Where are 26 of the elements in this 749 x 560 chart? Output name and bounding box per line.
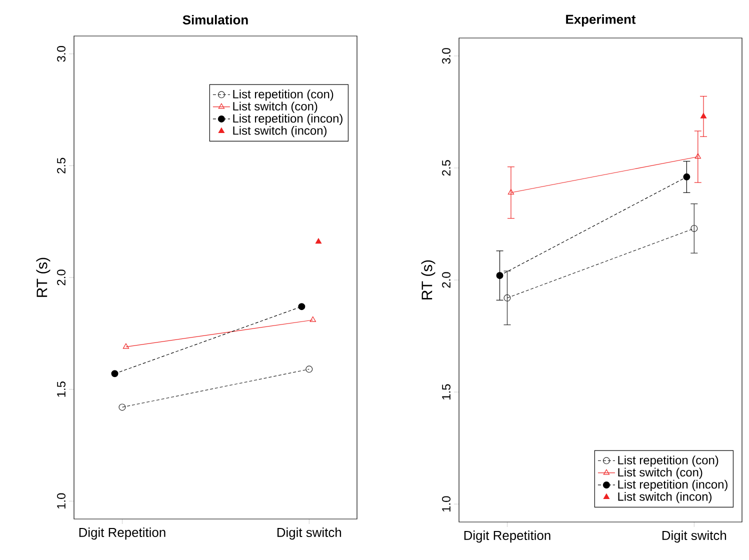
legend-label: List repetition (con) [618,456,718,467]
y-tick-label: 2.0 [442,272,450,288]
legend-label: List switch (incon) [618,492,712,504]
y-tick-label: 2.0 [57,270,66,286]
y-axis-title: RT (s) [421,260,436,300]
legend-label: List repetition (incon) [233,114,342,126]
y-tick-label: 3.0 [57,46,66,62]
legend-label: List repetition (con) [233,90,334,101]
legend-label: List switch (con) [233,102,318,113]
y-tick-label: 2.5 [442,160,450,176]
x-tick-label: Digit Repetition [79,528,166,540]
y-axis-title: RT (s) [36,258,50,297]
y-tick-label: 2.5 [57,158,66,174]
legend-label: List repetition (incon) [618,480,728,492]
chart-title: Simulation [182,14,248,24]
y-tick-label: 3.0 [442,48,450,64]
x-tick-label: Digit switch [662,530,726,543]
x-tick-label: Digit switch [277,528,342,540]
legend-label: List switch (con) [618,468,702,479]
y-tick-label: 1.5 [57,382,66,397]
y-tick-label: 1.0 [57,493,66,509]
chart-title: Experiment [566,14,636,26]
y-tick-label: 1.5 [442,384,450,400]
x-tick-label: Digit Repetition [464,530,550,543]
legend-label: List switch (incon) [233,126,326,138]
y-tick-label: 1.0 [442,496,450,512]
